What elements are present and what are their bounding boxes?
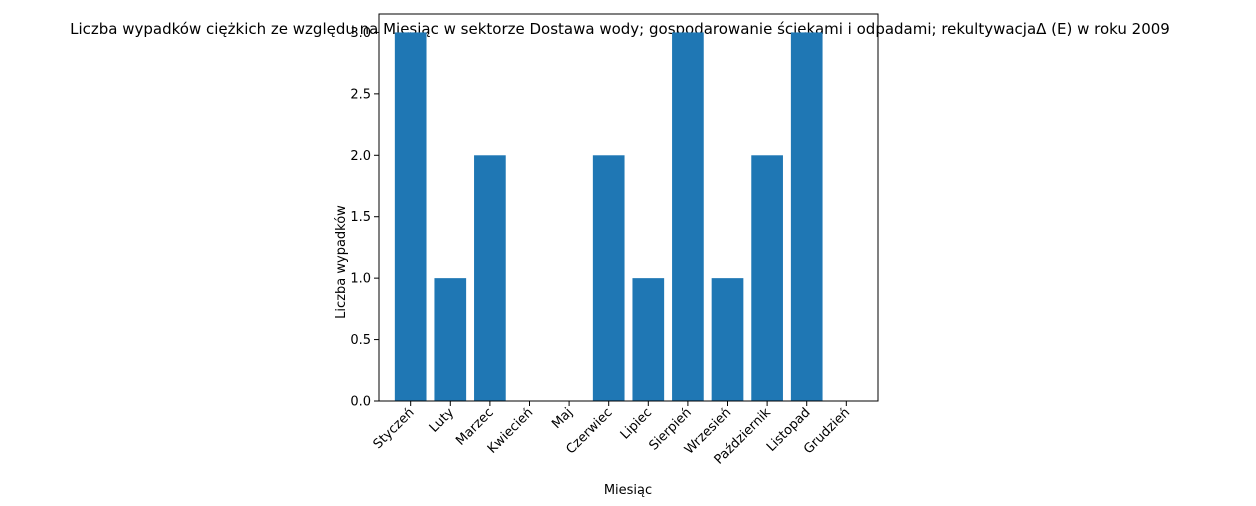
bar [790, 32, 823, 402]
x-tick-label: Styczeń [371, 405, 418, 452]
y-tick-label: 0.0 [350, 395, 371, 410]
bar [394, 32, 427, 402]
y-tick-label: 2.5 [350, 87, 371, 102]
y-tick-label: 2.0 [350, 149, 371, 164]
plot-frame [378, 13, 879, 402]
bar [434, 278, 467, 401]
y-tick-label: 0.5 [350, 333, 371, 348]
bar [711, 278, 744, 401]
x-axis-label: Miesiąc [604, 483, 652, 498]
bar [632, 278, 665, 401]
y-axis-label: Liczba wypadków [334, 205, 349, 319]
chart-title: Liczba wypadków ciężkich ze względu na M… [70, 20, 1170, 38]
x-tick-label: Maj [549, 405, 576, 432]
bar [751, 155, 783, 401]
y-tick-label: 3.0 [350, 26, 371, 41]
y-tick-label: 1.0 [350, 272, 371, 287]
bar [672, 32, 704, 402]
y-tick-label: 1.5 [350, 210, 371, 225]
bar [474, 155, 506, 401]
bar [592, 155, 625, 401]
x-tick-label: Lipiec [618, 405, 655, 442]
x-tick-label: Luty [427, 405, 458, 436]
